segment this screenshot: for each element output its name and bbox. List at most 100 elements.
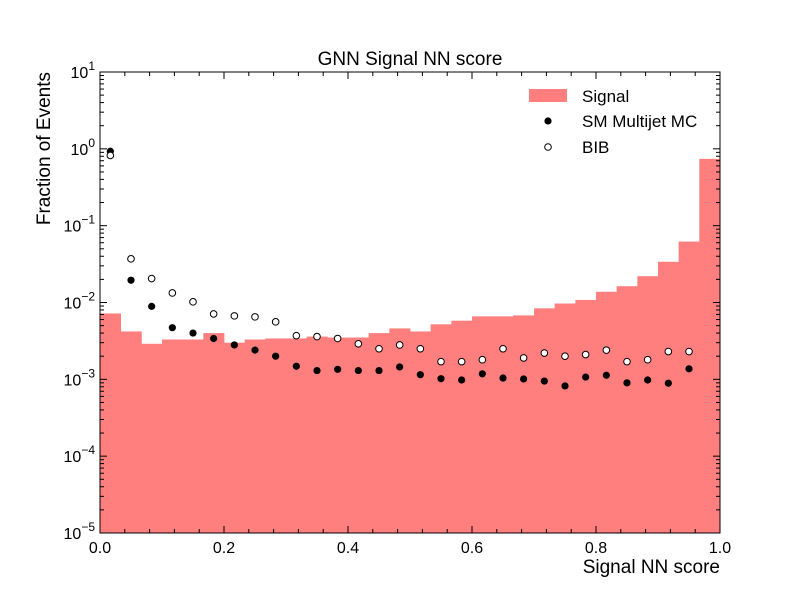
chart-title: GNN Signal NN score xyxy=(318,49,503,70)
legend-marker-multijet xyxy=(544,117,552,125)
signal-histogram xyxy=(100,158,721,534)
bib-point xyxy=(643,355,652,364)
multijet-point xyxy=(602,371,610,379)
multijet-point xyxy=(540,377,548,385)
multijet-point xyxy=(210,334,218,343)
multijet-point xyxy=(664,379,672,387)
legend-label-signal: Signal xyxy=(582,87,629,106)
bib-point xyxy=(416,344,425,353)
legend-label-multijet: SM Multijet MC xyxy=(582,112,697,131)
bib-point xyxy=(292,331,301,340)
multijet-point xyxy=(582,373,590,381)
x-tick-label: 0.0 xyxy=(89,540,111,557)
multijet-point xyxy=(375,366,383,375)
y-tick-label: 101 xyxy=(71,59,96,82)
multijet-point xyxy=(251,346,259,354)
signal-bar xyxy=(575,299,597,533)
signal-bar xyxy=(368,333,390,533)
bib-point xyxy=(437,357,445,366)
bib-point xyxy=(685,347,693,356)
signal-bar xyxy=(348,337,370,533)
signal-bar xyxy=(327,337,349,533)
signal-bar xyxy=(306,336,328,533)
bib-point xyxy=(623,357,631,366)
x-axis-title: Signal NN score xyxy=(583,557,720,578)
x-tick-label: 0.2 xyxy=(213,540,235,557)
bib-point xyxy=(168,289,177,297)
multijet-point xyxy=(334,365,342,373)
bib-point xyxy=(561,352,569,361)
signal-bar xyxy=(224,342,246,533)
bib-point xyxy=(189,298,197,306)
multijet-point xyxy=(458,376,466,384)
multijet-point xyxy=(272,352,280,360)
multijet-point xyxy=(478,370,486,378)
multijet-point xyxy=(354,366,362,375)
bib-point xyxy=(581,350,590,359)
y-tick-label: 10−5 xyxy=(64,520,96,543)
bib-point xyxy=(106,151,115,160)
signal-bar xyxy=(120,331,142,533)
bib-point xyxy=(602,346,611,354)
bib-point xyxy=(147,274,156,283)
bib-point xyxy=(271,318,280,326)
bib-point xyxy=(209,310,218,318)
y-tick-label: 10−2 xyxy=(64,290,96,313)
multijet-point xyxy=(520,375,528,383)
multijet-point xyxy=(416,371,424,379)
signal-bar xyxy=(410,331,432,533)
bib-point xyxy=(251,313,259,321)
bib-point xyxy=(354,340,363,348)
y-tick-label: 10−4 xyxy=(64,443,96,466)
multijet-point xyxy=(396,363,404,371)
y-tick-label: 10−1 xyxy=(64,213,96,236)
legend-swatch-signal xyxy=(529,89,567,102)
multijet-point xyxy=(127,276,135,284)
signal-bar xyxy=(265,338,287,533)
axis-ticks: 0.0 0.2 0.4 0.6 0.8 1.0 10−5 10−4 10−3 10−2 10−1 10… xyxy=(64,59,732,557)
bib-point xyxy=(499,344,507,353)
bib-point xyxy=(127,255,135,263)
signal-bar xyxy=(678,241,700,533)
signal-bar xyxy=(162,339,184,533)
signal-bar xyxy=(637,276,659,533)
signal-bar xyxy=(141,343,163,533)
multijet-point xyxy=(644,376,652,384)
multijet-point xyxy=(168,324,176,332)
legend: Signal SM Multijet MC BIB xyxy=(529,87,697,157)
multijet-point xyxy=(230,341,238,349)
signal-bar xyxy=(492,316,514,533)
y-tick-label: 100 xyxy=(71,136,96,159)
legend-label-bib: BIB xyxy=(582,138,609,157)
bib-point xyxy=(230,312,239,320)
multijet-point xyxy=(292,362,300,370)
x-tick-label: 0.8 xyxy=(585,540,607,557)
signal-bar xyxy=(100,313,122,533)
bib-point xyxy=(664,347,673,356)
bib-point xyxy=(333,334,342,343)
signal-bar xyxy=(699,158,721,534)
y-axis-title: Fraction of Events xyxy=(34,72,55,225)
signal-bar xyxy=(658,261,680,533)
multijet-point xyxy=(623,379,631,387)
bib-point xyxy=(375,344,383,353)
signal-bar xyxy=(451,320,473,533)
multijet-point xyxy=(313,366,321,375)
signal-bar xyxy=(472,316,494,533)
signal-bar xyxy=(616,286,638,533)
multijet-point xyxy=(437,375,445,383)
bib-point xyxy=(519,354,528,362)
signal-bar xyxy=(513,315,535,533)
signal-bar xyxy=(430,324,452,533)
y-tick-label: 10−3 xyxy=(64,366,96,389)
marker-series xyxy=(106,147,693,390)
x-tick-label: 1.0 xyxy=(709,540,731,557)
signal-bar xyxy=(286,338,308,533)
signal-bar xyxy=(389,328,411,533)
multijet-point xyxy=(499,374,507,382)
x-tick-label: 0.6 xyxy=(461,540,483,557)
signal-bar xyxy=(244,339,266,533)
multijet-point xyxy=(561,382,569,390)
bib-point xyxy=(313,332,321,341)
